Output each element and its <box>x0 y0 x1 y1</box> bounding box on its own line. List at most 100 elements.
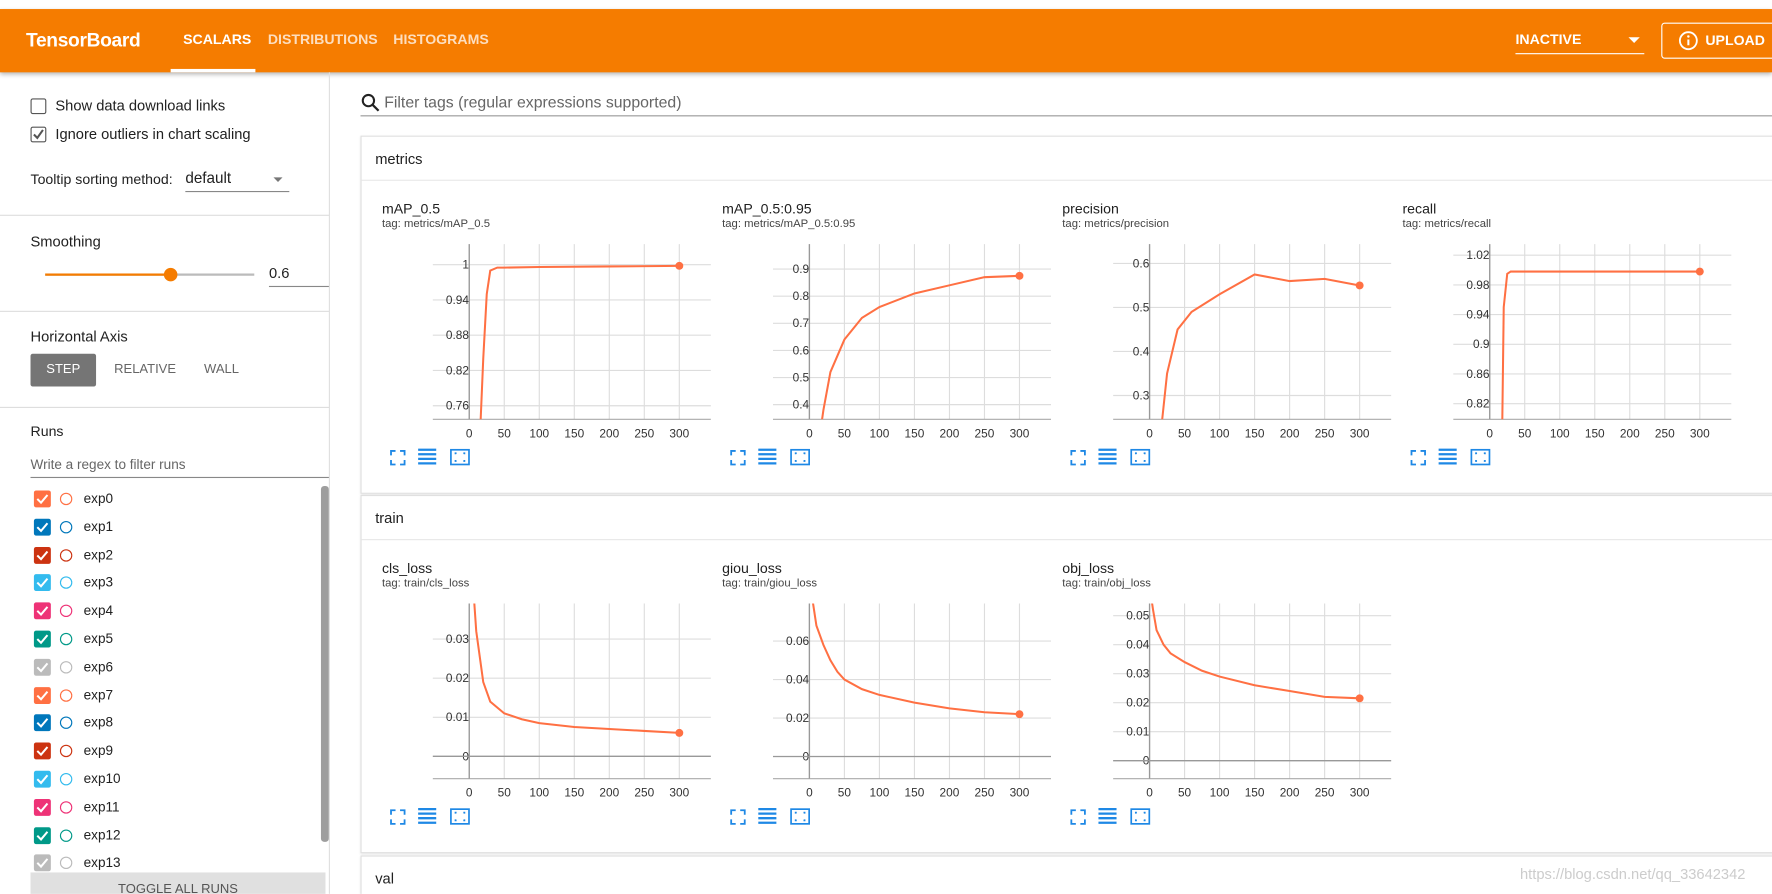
chart: 0.82 0.86 0.9 0.94 0.98 1.02 0 50 100 150 200 250 30… <box>1453 244 1732 440</box>
last-point <box>675 728 684 737</box>
run-checkbox[interactable] <box>33 770 51 788</box>
run-checkbox[interactable] <box>33 686 51 704</box>
separator <box>0 214 330 216</box>
section-card: metrics mAP_0.5 tag: metrics/mAP_0.5 0.76 0.… <box>360 135 1772 494</box>
chart: 00.010.020.030 50 100 150 200 250 300 <box>432 603 711 800</box>
x-tick-label: 150 <box>905 786 925 800</box>
axis-label: Horizontal Axis <box>30 327 128 345</box>
run-checkbox[interactable] <box>33 546 51 564</box>
plot-area <box>1453 244 1732 420</box>
x-tick-label: 250 <box>634 426 654 440</box>
run-color-ring <box>59 688 73 702</box>
run-color-ring <box>59 660 73 674</box>
watermark: https://blog.csdn.net/qq_33642342 <box>1519 865 1746 883</box>
fit-icon-inner <box>1475 452 1486 462</box>
y-tick-label: 0.6 <box>1133 256 1150 270</box>
x-tick-label: 300 <box>1350 426 1370 440</box>
tooltip-dropdown[interactable]: default <box>185 170 290 193</box>
x-tick-label: 150 <box>1245 426 1265 440</box>
checkbox[interactable] <box>30 126 47 143</box>
checkbox-label: Ignore outliers in chart scaling <box>55 125 251 143</box>
run-checkbox[interactable] <box>33 490 51 508</box>
y-tick-label: 0.98 <box>1466 278 1489 292</box>
expand-icon[interactable] <box>390 809 406 825</box>
check-path <box>36 858 49 869</box>
run-checkbox[interactable] <box>33 854 51 872</box>
run-checkbox[interactable] <box>33 742 51 760</box>
chart-title: giou_loss <box>722 560 782 577</box>
run-checkbox[interactable] <box>33 658 51 676</box>
axis-option-text: RELATIVE <box>114 362 177 377</box>
chart-toolbar <box>730 808 810 825</box>
separator <box>0 406 330 408</box>
slider-thumb[interactable] <box>163 267 178 282</box>
fit-icon-inner <box>794 811 806 822</box>
run-checkbox[interactable] <box>33 714 51 732</box>
run-status-dropdown[interactable]: INACTIVE <box>1515 32 1645 55</box>
fit-icon-inner <box>1134 452 1146 462</box>
smoothing-input[interactable]: 0.6 <box>268 264 330 288</box>
expand-icon[interactable] <box>1410 450 1426 466</box>
axis-option[interactable]: RELATIVE <box>114 354 177 387</box>
section-card: val <box>360 855 1772 894</box>
nav-tab[interactable]: HISTOGRAMS <box>393 31 489 48</box>
fit-icon <box>1130 448 1151 466</box>
x-tick-label: 50 <box>1178 426 1192 440</box>
last-point <box>675 261 684 270</box>
run-name: exp1 <box>83 518 114 535</box>
x-tick-label: 50 <box>498 786 512 800</box>
checkbox[interactable] <box>30 98 47 115</box>
upload-button[interactable]: UPLOAD <box>1661 22 1772 59</box>
run-name: exp13 <box>83 854 121 871</box>
y-tick-label: 0.03 <box>1126 667 1149 681</box>
section-card: train cls_loss tag: train/cls_loss 0 0.01 0.0… <box>360 494 1772 854</box>
run-check-mark <box>36 690 49 701</box>
expand-icon[interactable] <box>1070 450 1086 466</box>
section-name: val <box>375 870 394 888</box>
run-color-ring <box>59 492 73 506</box>
y-tick-label: 0.5 <box>793 370 810 384</box>
fit-icon <box>1470 448 1491 466</box>
chart-title: recall <box>1402 201 1437 217</box>
run-checkbox[interactable] <box>33 798 51 816</box>
tag-filter[interactable]: Filter tags (regular expressions support… <box>360 88 1772 117</box>
x-tick-label: 250 <box>1315 426 1335 440</box>
y-tick-label: 0.9 <box>1473 337 1490 351</box>
run-check-mark <box>36 606 49 617</box>
nav-tab[interactable]: SCALARS <box>183 31 252 48</box>
nav-tab[interactable]: DISTRIBUTIONS <box>267 31 378 48</box>
expand-icon[interactable] <box>730 809 746 825</box>
y-tick-label: 0.7 <box>793 316 810 330</box>
run-checkbox[interactable] <box>33 602 51 620</box>
run-name: exp7 <box>83 686 114 703</box>
runs-filter[interactable]: Write a regex to filter runs <box>30 454 330 479</box>
run-name: exp12 <box>83 826 121 843</box>
expand-icon[interactable] <box>390 450 406 466</box>
run-color-ring <box>59 632 73 646</box>
fit-icon <box>1130 808 1151 825</box>
axis-option[interactable]: WALL <box>192 354 251 387</box>
runs-filter-placeholder: Write a regex to filter runs <box>30 456 186 473</box>
last-point <box>1015 710 1024 719</box>
run-checkbox[interactable] <box>33 826 51 844</box>
run-checkbox[interactable] <box>33 518 51 536</box>
y-tick-label: 0.6 <box>793 343 810 357</box>
chart-toolbar <box>390 808 470 825</box>
run-checkbox[interactable] <box>33 574 51 592</box>
toggle-all-button[interactable]: TOGGLE ALL RUNS <box>30 872 326 894</box>
x-tick-label: 300 <box>669 786 689 800</box>
run-name: exp2 <box>83 546 114 563</box>
x-tick-label: 250 <box>975 786 995 800</box>
fit-icon <box>790 808 810 825</box>
run-checkbox[interactable] <box>33 630 51 648</box>
expand-icon[interactable] <box>730 450 746 466</box>
axis-option[interactable]: STEP <box>30 353 97 387</box>
x-tick-label: 200 <box>599 786 619 800</box>
x-tick-label: 150 <box>564 786 584 800</box>
fit-icon <box>450 448 470 466</box>
y-tick-label: 0.01 <box>1126 725 1149 739</box>
active-tab-indicator <box>170 68 256 73</box>
expand-icon[interactable] <box>1070 809 1086 825</box>
plot-area <box>1113 603 1392 779</box>
